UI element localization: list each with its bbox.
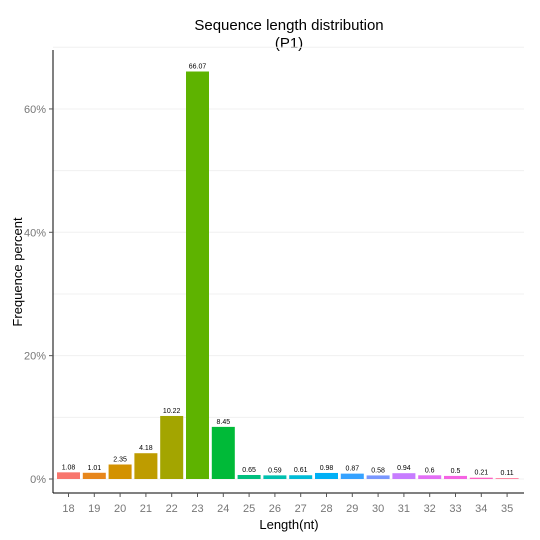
bar-33 xyxy=(444,475,467,479)
x-tick-label: 34 xyxy=(475,503,487,515)
data-label-20: 2.35 xyxy=(113,457,127,464)
bars xyxy=(57,71,519,479)
data-label-33: 0.5 xyxy=(451,468,461,475)
bar-22 xyxy=(160,415,184,479)
data-label-27: 0.61 xyxy=(294,467,308,474)
bar-19 xyxy=(82,472,106,479)
bar-24 xyxy=(211,426,235,479)
x-tick-label: 27 xyxy=(295,503,307,515)
bar-28 xyxy=(315,472,338,479)
x-tick-label: 25 xyxy=(243,503,255,515)
data-label-22: 10.22 xyxy=(163,408,181,415)
x-tick-label: 31 xyxy=(398,503,410,515)
y-tick-label: 20% xyxy=(24,351,46,363)
data-label-32: 0.6 xyxy=(425,467,435,474)
data-label-30: 0.58 xyxy=(371,467,385,474)
bar-34 xyxy=(469,477,493,479)
y-tick-label: 0% xyxy=(30,474,46,486)
data-label-18: 1.08 xyxy=(62,464,76,471)
x-tick-label: 26 xyxy=(269,503,281,515)
data-labels: 1.08 1.01 2.35 4.18 10.22 66.07 8.45 0.65 0.59 0.… xyxy=(62,64,514,478)
y-tick-label: 60% xyxy=(24,104,46,116)
bar-20 xyxy=(108,464,132,479)
data-label-29: 0.87 xyxy=(345,466,359,473)
chart-title: Sequence length distribution xyxy=(194,17,383,34)
data-label-31: 0.94 xyxy=(397,465,411,472)
bar-23 xyxy=(186,71,209,479)
bar-26 xyxy=(263,475,287,479)
y-axis-ticks: 0% 20% 40% 60% xyxy=(24,104,53,486)
chart-subtitle: (P1) xyxy=(275,35,303,52)
y-axis-title: Frequence percent xyxy=(10,217,25,327)
x-axis-title: Length(nt) xyxy=(259,517,318,532)
x-tick-label: 20 xyxy=(114,503,126,515)
x-tick-label: 33 xyxy=(449,503,461,515)
data-label-28: 0.98 xyxy=(320,465,334,472)
bar-25 xyxy=(237,474,261,479)
data-label-21: 4.18 xyxy=(139,445,153,452)
bar-29 xyxy=(340,473,364,479)
data-label-19: 1.01 xyxy=(87,465,101,472)
data-label-34: 0.21 xyxy=(474,470,488,477)
bar-32 xyxy=(418,475,442,479)
x-tick-label: 21 xyxy=(140,503,152,515)
bar-30 xyxy=(366,475,390,479)
bar-31 xyxy=(392,473,416,479)
x-tick-label: 22 xyxy=(166,503,178,515)
x-tick-label: 23 xyxy=(191,503,203,515)
data-label-23: 66.07 xyxy=(189,64,207,71)
x-tick-label: 29 xyxy=(346,503,358,515)
data-label-24: 8.45 xyxy=(216,419,230,426)
x-axis-ticks: 18 19 20 21 22 23 24 25 26 27 28 29 30 31 32 33 34 35 xyxy=(62,493,513,515)
x-tick-label: 28 xyxy=(320,503,332,515)
bar-18 xyxy=(57,472,80,479)
x-tick-label: 19 xyxy=(88,503,100,515)
x-tick-label: 30 xyxy=(372,503,384,515)
data-label-26: 0.59 xyxy=(268,467,282,474)
y-tick-label: 40% xyxy=(24,227,46,239)
data-label-35: 0.11 xyxy=(501,470,514,477)
bar-21 xyxy=(134,453,158,479)
data-label-25: 0.65 xyxy=(242,467,256,474)
bar-35 xyxy=(495,478,519,479)
bar-27 xyxy=(289,475,313,479)
x-tick-label: 24 xyxy=(217,503,229,515)
x-tick-label: 32 xyxy=(424,503,436,515)
gridlines xyxy=(53,46,524,480)
x-tick-label: 18 xyxy=(62,503,74,515)
x-tick-label: 35 xyxy=(501,503,513,515)
